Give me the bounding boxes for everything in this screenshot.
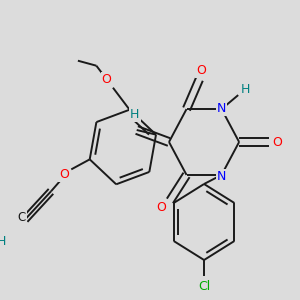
Text: Cl: Cl [198, 280, 210, 292]
Text: O: O [157, 201, 166, 214]
Text: H: H [241, 82, 250, 96]
Text: N: N [217, 170, 226, 183]
Text: C: C [17, 211, 26, 224]
Text: O: O [102, 73, 111, 86]
Text: O: O [196, 64, 206, 76]
Text: H: H [0, 235, 6, 248]
Text: O: O [59, 168, 69, 181]
Text: O: O [272, 136, 282, 148]
Text: N: N [217, 102, 226, 115]
Text: H: H [130, 107, 140, 121]
